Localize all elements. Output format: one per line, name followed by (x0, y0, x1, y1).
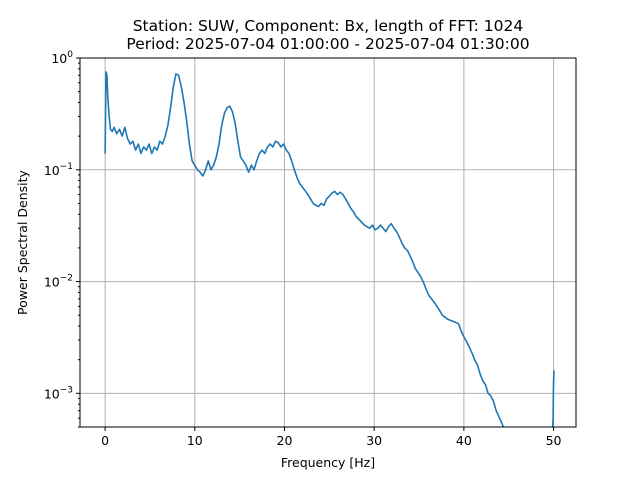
y-tick-label: 100 (51, 50, 73, 66)
chart-title-line-1: Station: SUW, Component: Bx, length of F… (133, 17, 524, 35)
y-tick-label: 10−3 (44, 385, 73, 401)
x-axis-label: Frequency [Hz] (281, 455, 375, 470)
x-axis-ticks: 0 10 20 30 40 50 (101, 427, 562, 448)
series-line-2 (551, 370, 555, 427)
y-axis-ticks: 10−3 10−2 10−1 100 (44, 50, 80, 428)
plot-frame (79, 57, 577, 428)
x-tick-label: 50 (546, 433, 562, 448)
chart-title-line-2: Period: 2025-07-04 01:00:00 - 2025-07-04… (126, 35, 529, 53)
y-tick-label: 10−1 (44, 162, 73, 178)
grid (80, 57, 576, 427)
x-tick-label: 40 (456, 433, 472, 448)
x-tick-label: 0 (101, 433, 109, 448)
x-tick-label: 10 (187, 433, 203, 448)
x-tick-label: 30 (366, 433, 382, 448)
y-tick-label: 10−2 (44, 274, 73, 290)
x-tick-label: 20 (277, 433, 293, 448)
y-axis-label: Power Spectral Density (15, 169, 30, 314)
series-layer (104, 71, 555, 427)
series-line-1 (104, 71, 505, 427)
